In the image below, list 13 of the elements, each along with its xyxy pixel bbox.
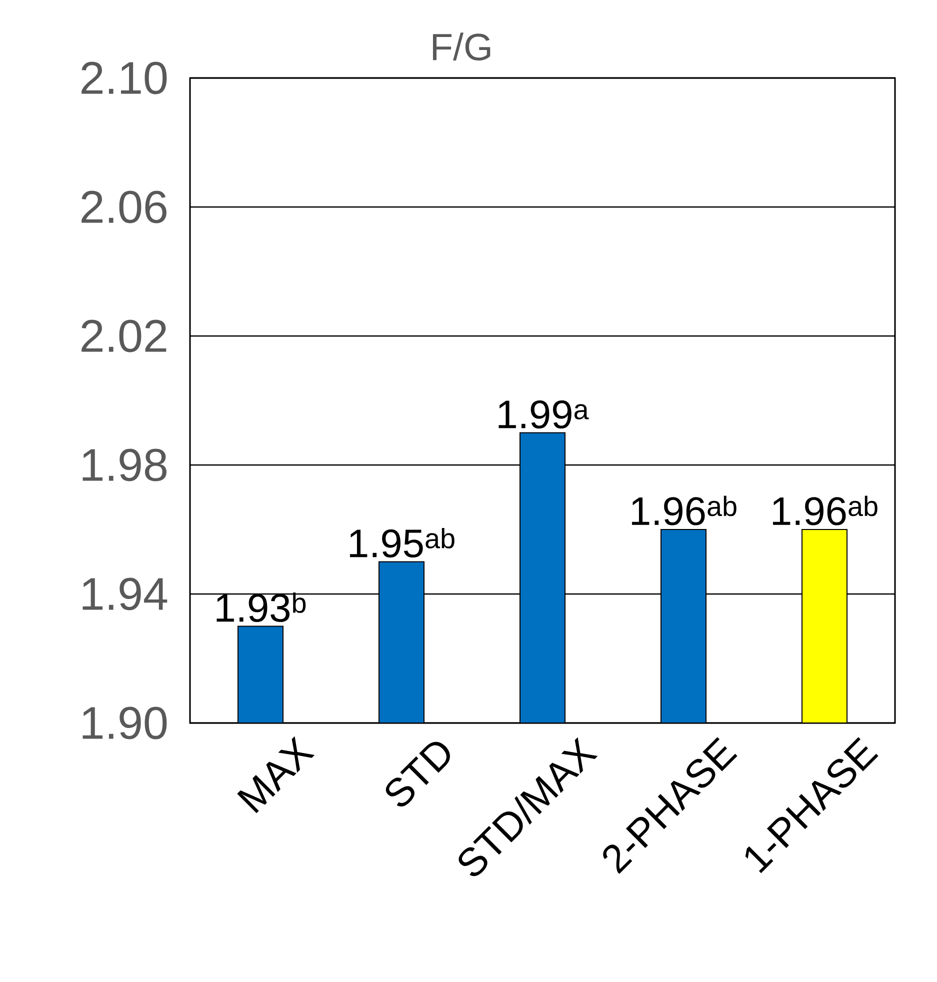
y-tick-label: 1.98	[82, 448, 166, 482]
y-tick-label: 2.10	[82, 62, 167, 94]
data-label: 1.95$^{ab}$	[350, 528, 454, 558]
data-label: 1.93$^{b}$	[216, 592, 306, 622]
y-tick-label: 1.90	[82, 706, 167, 740]
data-label: 1.99$^{a}$	[498, 400, 589, 429]
y-tick-label: 2.06	[82, 190, 166, 224]
x-tick-label: STD	[386, 742, 450, 806]
y-tick-label: 2.02	[82, 320, 166, 352]
data-label: 1.96$^{ab}$	[772, 496, 878, 526]
chart-title: F/G	[432, 32, 490, 60]
data-label: 1.96$^{ab}$	[632, 496, 736, 526]
y-tick-label: 1.94	[82, 578, 168, 610]
